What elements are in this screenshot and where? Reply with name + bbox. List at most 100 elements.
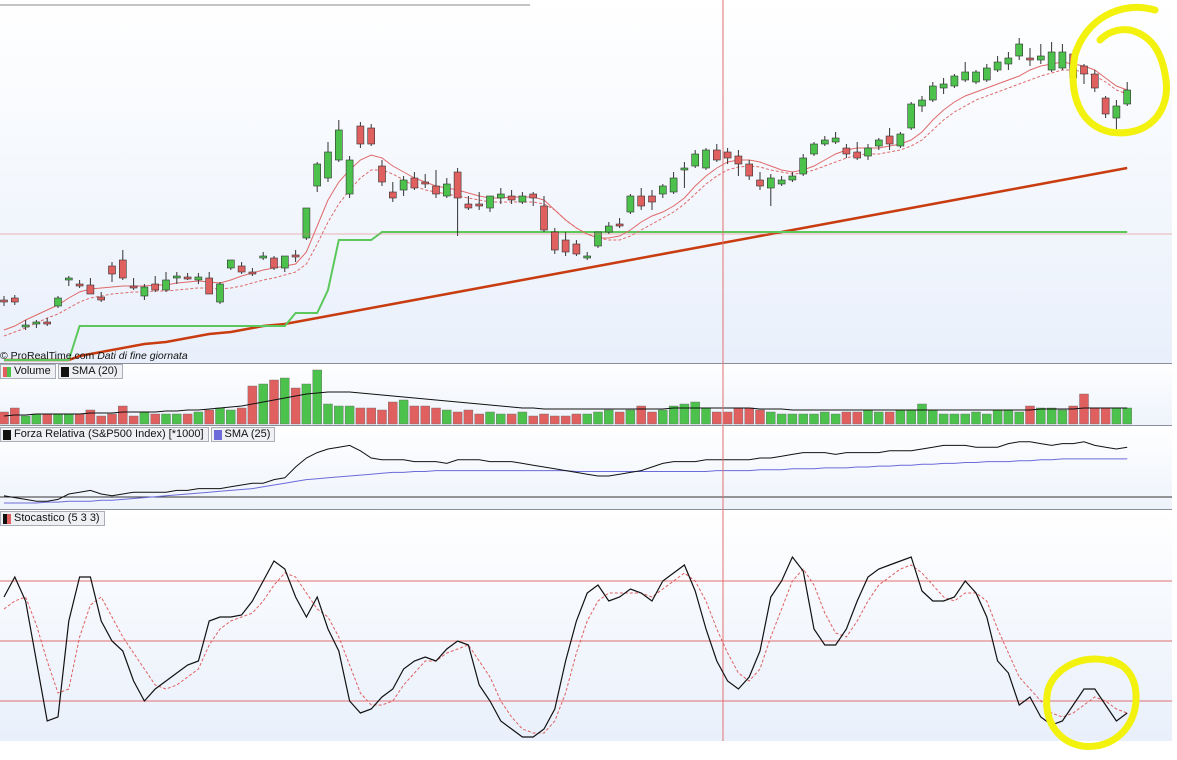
candle-body [1112,105,1121,119]
highlight-annotation [1069,3,1170,137]
volume-bar [1036,407,1046,425]
candle-body [972,71,980,83]
candle-body [324,151,332,179]
candle-body [1015,43,1024,57]
candle-body [173,275,181,279]
volume-bar [118,405,128,425]
volume-bar [409,405,420,425]
candle-body [799,157,808,175]
volume-bar [1003,409,1014,425]
candle-body [302,207,311,239]
volume-bar [712,411,722,425]
legend-rs[interactable]: Forza Relativa (S&P500 Index) [*1000] [0,427,209,442]
volume-bar [1046,407,1057,425]
volume-bar [269,379,279,425]
volume-bar [1068,405,1078,425]
volume-bar [571,413,582,425]
candle-body [237,265,246,273]
candle-body [594,231,602,247]
fast-ma-line [3,61,1128,331]
volume-bar [787,413,798,425]
volume-bar [830,413,841,425]
candle-body [1123,89,1131,105]
candle-body [1101,97,1110,115]
candle-body [766,177,775,189]
volume-legend[interactable]: Volume SMA (20) [0,364,125,379]
candle-body [658,185,667,195]
volume-bar [442,409,452,425]
candle-body [1091,73,1099,89]
candle-body [32,321,41,325]
candle-body [864,147,872,157]
volume-bar [85,409,96,425]
volume-bar [334,405,344,425]
candle-body [75,283,84,287]
volume-bar [658,409,668,425]
volume-bar [528,415,538,425]
legend-label: SMA (25) [224,428,271,440]
volume-bar [463,409,474,425]
volume-bar [280,377,290,425]
volume-bar [636,405,646,425]
candle-body [583,255,592,259]
volume-bar [1111,407,1122,425]
candle-body [702,149,710,169]
volume-bar [20,415,31,425]
candle-body [529,193,538,199]
candle-body [270,257,278,269]
volume-bar [517,411,528,425]
volume-bar [766,411,776,425]
candle-body [518,195,527,203]
legend-label: Stocastico (5 3 3) [14,512,100,524]
stochastic-legend[interactable]: Stocastico (5 3 3) [0,511,107,526]
legend-label: Volume [14,365,51,377]
legend-stochastic[interactable]: Stocastico (5 3 3) [0,511,105,526]
volume-bar [560,415,571,425]
volume-bar [182,413,193,425]
volume-bar [452,411,463,425]
volume-bar [496,413,506,425]
pane-separator[interactable] [0,425,1172,426]
volume-bar [301,383,312,425]
candle-body [496,193,505,199]
volume-bar [388,401,398,425]
volume-bar [344,405,355,425]
volume-bar [539,413,549,425]
stochastic-signal-line [3,564,1128,734]
candle-body [907,103,916,129]
volume-bar [852,411,862,425]
volume-bar [971,411,981,425]
candle-body [86,284,95,295]
legend-rs-sma[interactable]: SMA (25) [210,427,276,442]
pane-separator[interactable] [0,363,1172,364]
legend-volume-sma[interactable]: SMA (20) [57,364,123,379]
volume-bar [809,413,819,425]
rs-legend[interactable]: Forza Relativa (S&P500 Index) [*1000] SM… [0,427,277,442]
volume-bar [1090,407,1100,425]
candle-body [280,255,289,269]
volume-bar [701,407,711,425]
candle-body [1026,57,1034,61]
volume-bar [0,411,9,425]
candle-body [918,99,926,107]
candle-body [777,179,786,185]
candle-body [691,153,700,167]
candle-body [129,285,138,289]
candle-body [615,223,624,227]
candle-body [140,286,149,297]
candle-body [507,195,516,201]
candle-body [453,171,462,199]
volume-bar [614,411,625,425]
legend-label: Forza Relativa (S&P500 Index) [*1000] [14,428,204,440]
volume-bar [193,411,204,425]
volume-bar [982,413,992,425]
highlight-annotation [1043,655,1140,750]
volume-bar [895,409,906,425]
candle-body [334,129,343,161]
legend-swatch-volume [3,366,11,377]
pane-separator[interactable] [0,509,1172,510]
volume-bar [150,413,160,425]
legend-volume[interactable]: Volume [0,364,56,379]
candle-body [475,203,484,207]
